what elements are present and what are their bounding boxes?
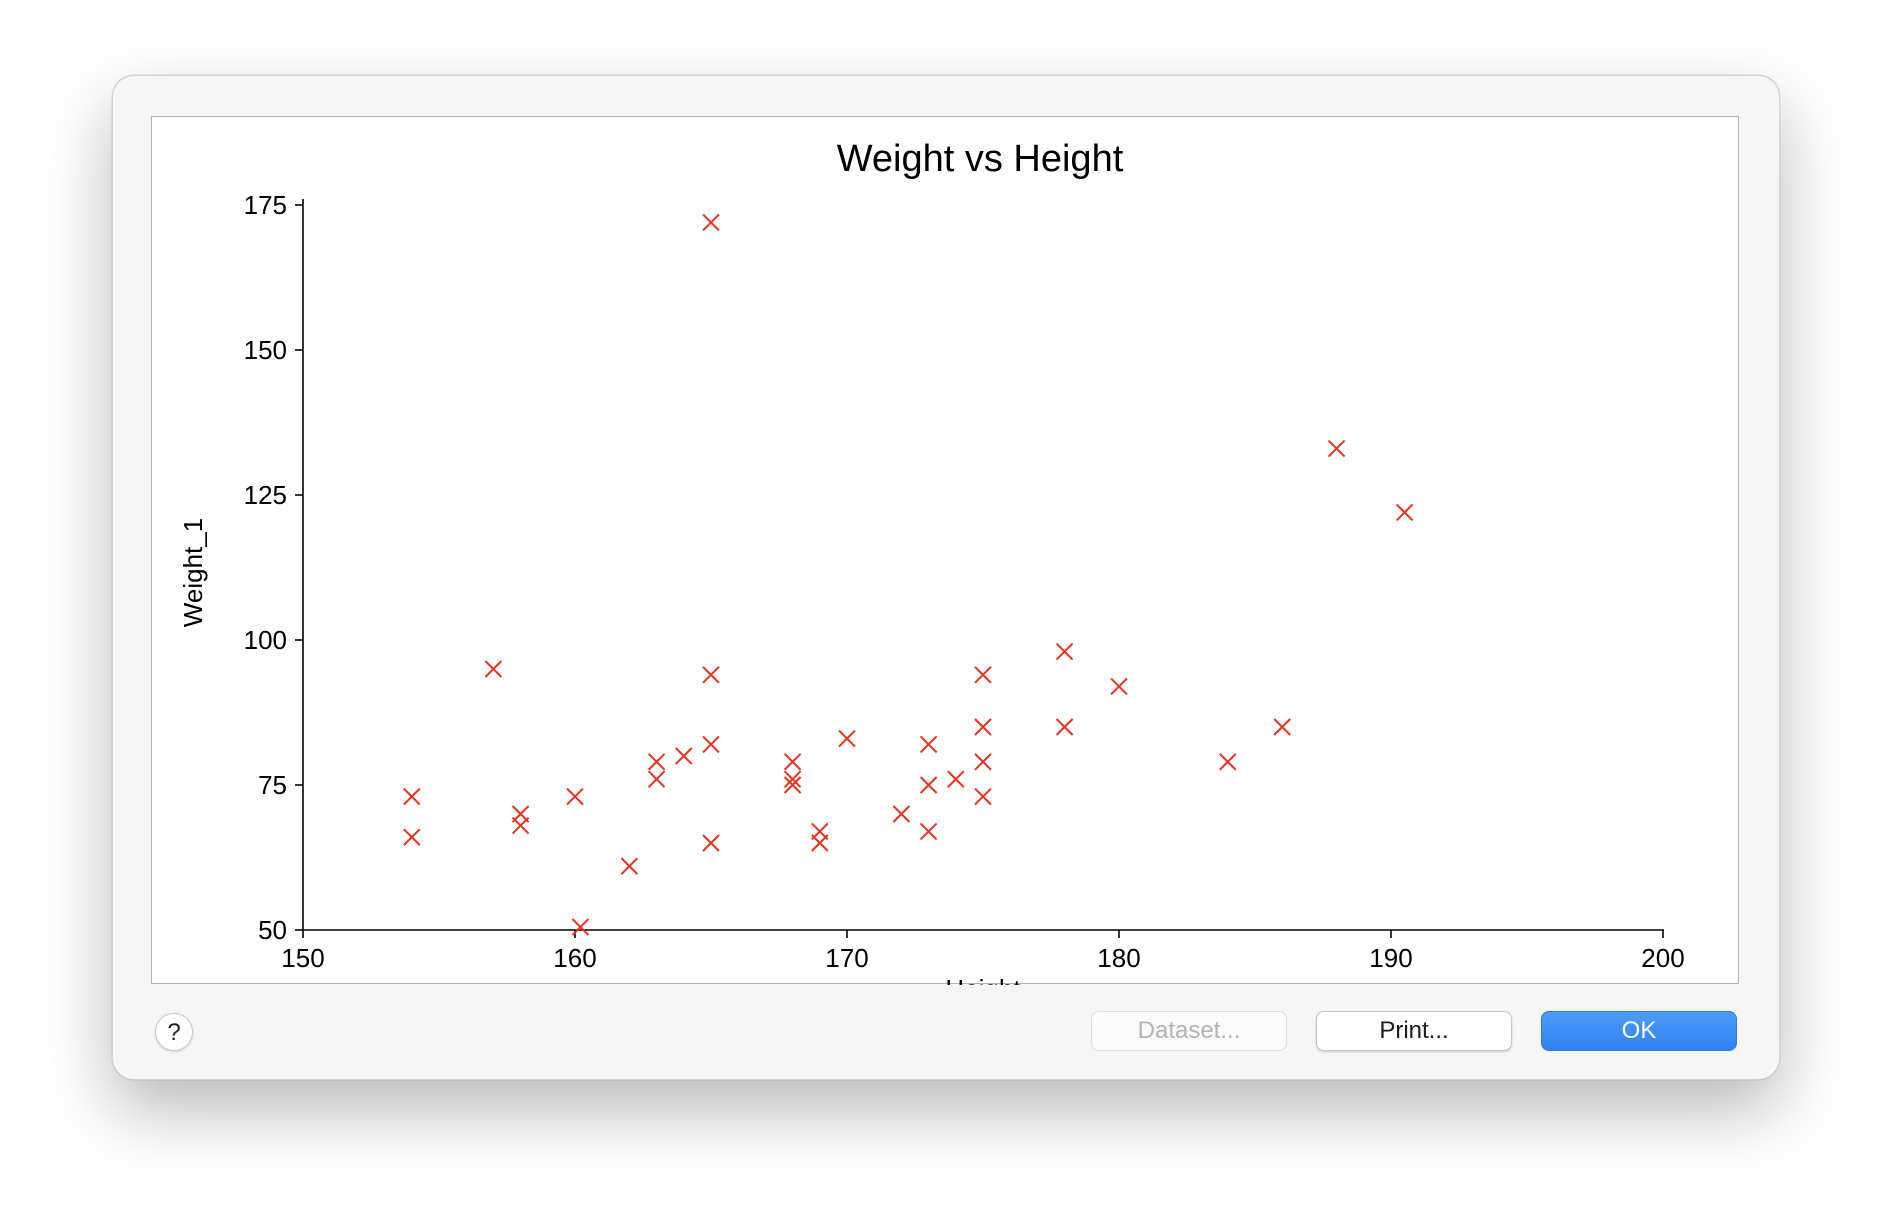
y-tick-label: 125: [244, 480, 287, 510]
data-point: [403, 828, 421, 846]
dataset-button[interactable]: Dataset...: [1091, 1011, 1287, 1051]
data-point: [919, 776, 938, 794]
plot-area: Weight vs Height 150 160 170 180 190 200 50 75 10…: [151, 116, 1739, 985]
y-tick-label: 75: [258, 770, 287, 800]
data-point: [811, 834, 829, 852]
data-point: [974, 753, 992, 771]
data-point: [783, 753, 802, 771]
data-point: [1395, 503, 1414, 522]
data-point: [1110, 677, 1128, 696]
data-point: [647, 770, 666, 788]
data-point: [566, 787, 584, 806]
data-point: [403, 787, 421, 806]
x-tick-label: 160: [553, 943, 596, 973]
data-point: [702, 735, 720, 754]
data-point: [919, 822, 938, 841]
data-point: [1219, 753, 1237, 771]
data-point: [1055, 718, 1074, 736]
data-point: [974, 666, 992, 684]
scatter-chart: Weight vs Height 150 160 170 180 190 200 50 75 10…: [178, 138, 1685, 985]
data-point: [675, 747, 693, 765]
chart-title: Weight vs Height: [837, 138, 1124, 180]
data-point: [947, 770, 965, 788]
data-point: [783, 770, 802, 788]
y-tick-label: 100: [244, 625, 287, 655]
data-point: [919, 735, 938, 754]
data-point: [702, 834, 720, 852]
ok-button[interactable]: OK: [1541, 1011, 1737, 1051]
data-point: [702, 213, 720, 232]
x-tick-label: 150: [281, 943, 324, 973]
data-point: [620, 857, 639, 875]
y-axis-label: Weight_1: [178, 518, 208, 627]
y-tick-label: 50: [258, 915, 287, 945]
y-tick-label: 150: [244, 335, 287, 365]
data-point: [974, 787, 992, 806]
data-point: [892, 805, 911, 823]
y-tick-label: 175: [244, 190, 287, 220]
data-point: [1327, 439, 1346, 458]
help-button[interactable]: ?: [155, 1013, 193, 1051]
x-tick-label: 180: [1097, 943, 1140, 973]
data-point: [647, 753, 666, 771]
x-tick-label: 200: [1641, 943, 1684, 973]
data-point: [974, 718, 992, 736]
data-point: [511, 816, 530, 835]
data-point: [571, 918, 590, 936]
x-axis-label: Height: [945, 974, 1021, 985]
data-point: [702, 666, 720, 684]
x-tick-label: 190: [1369, 943, 1412, 973]
data-point: [838, 729, 856, 748]
data-point: [1055, 642, 1074, 661]
chart-dialog: Weight vs Height 150 160 170 180 190 200 50 75 10…: [112, 75, 1780, 1080]
print-button[interactable]: Print...: [1316, 1011, 1512, 1051]
data-point: [484, 660, 503, 678]
data-point: [1273, 718, 1291, 736]
data-point: [783, 776, 802, 794]
x-tick-label: 170: [825, 943, 868, 973]
